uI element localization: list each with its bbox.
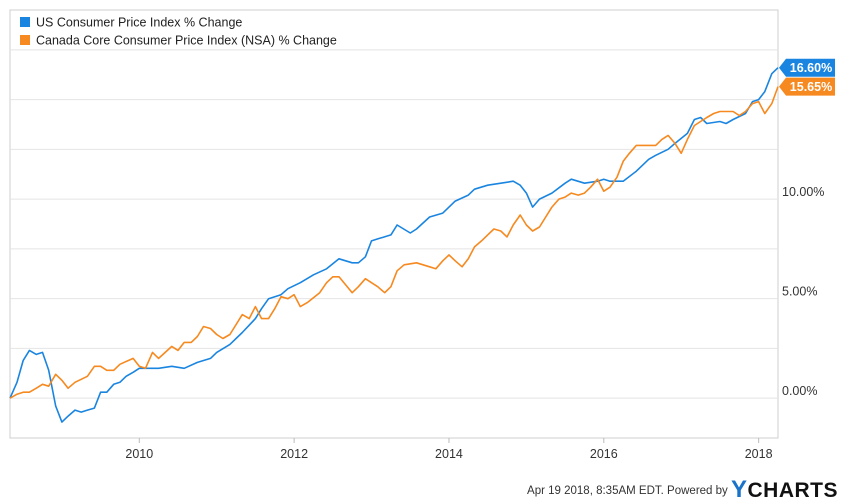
- ycharts-logo-y: Y: [730, 476, 748, 503]
- ycharts-logo[interactable]: YCHARTS: [730, 476, 838, 503]
- x-tick-label: 2014: [435, 447, 463, 461]
- plot-area: [9, 9, 779, 439]
- series-lines: [9, 67, 779, 423]
- legend-swatch-0: [20, 17, 30, 27]
- series-line-0: [9, 67, 779, 423]
- x-tick-label: 2012: [280, 447, 308, 461]
- legend: US Consumer Price Index % Change Canada C…: [20, 16, 337, 48]
- x-tick-label: 2016: [590, 447, 618, 461]
- footer-powered-by: Powered by: [667, 485, 728, 497]
- y-tick-label: 10.00%: [782, 185, 824, 199]
- ycharts-logo-rest: CHARTS: [747, 479, 838, 502]
- legend-swatch-1: [20, 35, 30, 45]
- chart-footer: Apr 19 2018, 8:35AM EDT. Powered by YCHA…: [527, 476, 838, 504]
- end-label-flag-0: [779, 58, 835, 77]
- grid-lines: [10, 49, 778, 399]
- series-line-1: [9, 86, 779, 399]
- end-label-flag-1: [779, 77, 835, 96]
- x-tick-label: 2018: [745, 447, 773, 461]
- x-tick-label: 2010: [125, 447, 153, 461]
- line-chart: 2010 2012 2014 2016 2018 0.00% 5.00% 10.00% 16…: [9, 9, 835, 461]
- y-axis-ticks: 0.00% 5.00% 10.00%: [782, 185, 824, 398]
- end-value-labels: 16.60% 15.65%: [779, 58, 835, 96]
- legend-label-1: Canada Core Consumer Price Index (NSA) %…: [36, 34, 337, 48]
- y-tick-label: 5.00%: [782, 285, 817, 299]
- y-tick-label: 0.00%: [782, 384, 817, 398]
- end-label-text-1: 15.65%: [790, 80, 832, 94]
- end-label-text-0: 16.60%: [790, 61, 832, 75]
- x-axis-ticks: 2010 2012 2014 2016 2018: [125, 438, 773, 461]
- footer-timestamp: Apr 19 2018, 8:35AM EDT.: [527, 485, 664, 497]
- legend-label-0: US Consumer Price Index % Change: [36, 16, 242, 30]
